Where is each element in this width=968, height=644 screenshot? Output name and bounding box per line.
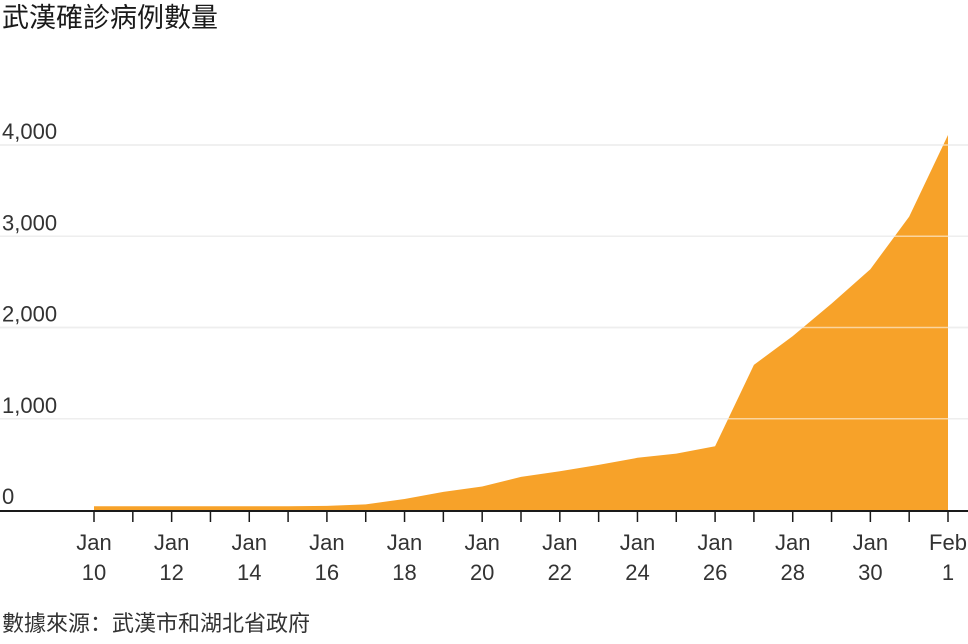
x-tick-label-month: Jan [309, 530, 344, 555]
x-tick-label-month: Jan [232, 530, 267, 555]
x-axis-tick-labels: Jan 10 Jan 12 Jan 14 Jan 16 Jan 18 Jan 20 Jan 22 Jan 24… [76, 530, 967, 585]
x-tick-label-month: Jan [76, 530, 111, 555]
x-tick-label-month: Jan [387, 530, 422, 555]
x-tick-label-day: 30 [858, 560, 882, 585]
y-tick-label: 2,000 [2, 302, 57, 327]
x-tick-label-day: 1 [942, 560, 954, 585]
chart-source-note: 數據來源：武漢市和湖北省政府 [2, 612, 311, 637]
x-tick-label-day: 22 [548, 560, 572, 585]
y-tick-label: 3,000 [2, 210, 57, 235]
x-tick-label-day: 18 [392, 560, 416, 585]
area-series [0, 135, 968, 510]
x-tick-label-day: 28 [780, 560, 804, 585]
x-tick-label-day: 12 [159, 560, 183, 585]
x-tick-label-day: 16 [315, 560, 339, 585]
x-tick-label-month: Jan [775, 530, 810, 555]
y-tick-label: 4,000 [2, 119, 57, 144]
x-tick-label-month: Jan [542, 530, 577, 555]
x-tick-label-day: 26 [703, 560, 727, 585]
x-tick-label-month: Jan [697, 530, 732, 555]
chart-title: 武漢確診病例數量 [2, 3, 218, 34]
y-axis-tick-labels: 0 1,000 2,000 3,000 4,000 [2, 119, 57, 509]
x-tick-label-month: Jan [853, 530, 888, 555]
x-tick-label-month: Jan [154, 530, 189, 555]
x-tick-label-day: 24 [625, 560, 649, 585]
area-series-fill [94, 135, 948, 510]
x-tick-label-month: Feb [929, 530, 967, 555]
y-tick-label: 1,000 [2, 393, 57, 418]
x-tick-label-month: Jan [620, 530, 655, 555]
x-axis [0, 510, 968, 522]
x-tick-label-month: Jan [464, 530, 499, 555]
x-tick-label-day: 14 [237, 560, 261, 585]
x-tick-label-day: 20 [470, 560, 494, 585]
y-tick-label: 0 [2, 484, 14, 509]
x-tick-label-day: 10 [82, 560, 106, 585]
